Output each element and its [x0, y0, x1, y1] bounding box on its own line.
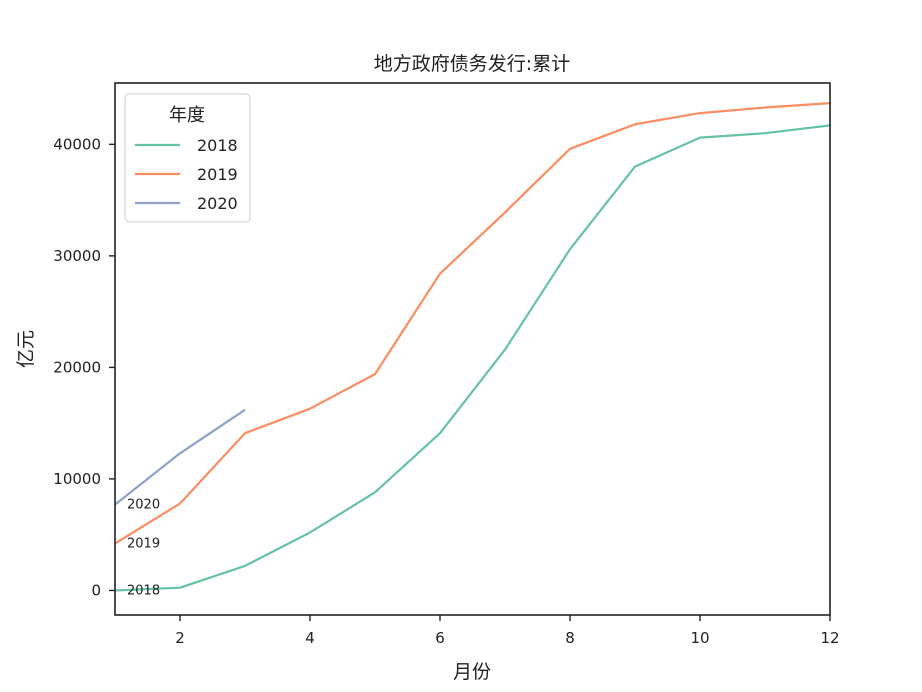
legend-label-2018: 2018	[197, 136, 238, 155]
x-tick-label: 12	[820, 629, 839, 647]
legend: 年度 2018 2019 2020	[124, 93, 251, 223]
x-tick-label: 8	[565, 629, 575, 647]
legend-label-2020: 2020	[197, 194, 238, 213]
series-end-label-2018: 2018	[127, 583, 160, 598]
y-tick-label: 10000	[53, 470, 101, 488]
series-line-2019	[114, 102, 831, 545]
y-tick-label: 40000	[53, 135, 101, 153]
chart-title: 地方政府债务发行:累计	[374, 53, 570, 75]
x-axis-title: 月份	[453, 661, 491, 683]
legend-items: 2018 2019 2020	[135, 136, 238, 213]
x-tick-label: 2	[175, 629, 185, 647]
y-axis-title: 亿元	[15, 330, 37, 368]
x-tick-label: 4	[305, 629, 315, 647]
end-label-layer: 2018 2019 2020	[127, 498, 160, 599]
x-tick-label: 10	[690, 629, 709, 647]
plot-frame	[114, 82, 831, 616]
y-axis: 0 10000 20000 30000 40000	[53, 135, 115, 599]
legend-label-2019: 2019	[197, 165, 238, 184]
legend-frame	[124, 93, 251, 223]
x-axis: 2 4 6 8 10 12	[175, 615, 840, 647]
x-tick-label: 6	[435, 629, 445, 647]
legend-title: 年度	[169, 105, 205, 126]
series-end-label-2019: 2019	[127, 537, 160, 552]
series-layer	[114, 102, 831, 592]
series-line-2018	[114, 124, 831, 592]
y-tick-label: 20000	[53, 358, 101, 376]
series-line-2020	[114, 408, 246, 506]
series-end-label-2020: 2020	[127, 498, 160, 513]
y-tick-label: 0	[91, 581, 101, 599]
y-tick-label: 30000	[53, 247, 101, 265]
